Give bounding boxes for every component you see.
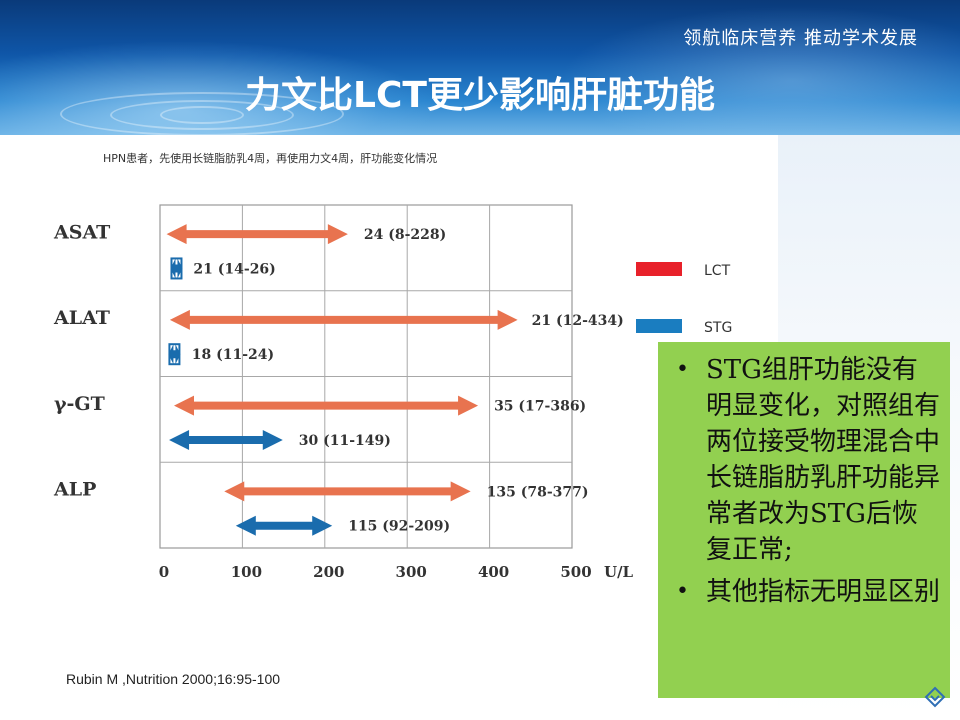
chart-legend: LCT STG [636,262,732,336]
lct-range-bar [224,481,471,502]
lct-range-bar [169,309,518,330]
category-label: ASAT [53,221,110,243]
page-title: 力文比LCT更少影响肝脏功能 [245,75,715,116]
chart-labels: 0 100 200 300 400 500 U/L ASAT ALAT γ-GT ALP 24 (8-… [53,221,634,581]
data-label: 115 (92-209) [348,519,450,535]
header-banner: 领航临床营养 推动学术发展 力文比LCT更少影响肝脏功能 [0,0,960,135]
data-label: 135 (78-377) [487,484,589,500]
legend-label: STG [704,320,732,336]
chart-subtitle: HPN患者，先使用长链脂肪乳4周，再使用力文4周，肝功能变化情况 [103,151,437,165]
x-tick-label: 100 [231,563,262,581]
x-tick-label: 200 [313,563,344,581]
legend-swatch [636,319,682,333]
note-box: • STG组肝功能没有明显变化，对照组有两位接受物理混合中长链脂肪乳肝功能异常者… [658,342,950,698]
category-label: ALP [53,479,96,501]
legend-swatch [636,262,682,276]
x-tick-label: 500 [560,563,591,581]
data-label: 21 (12-434) [532,313,624,329]
note-list: • STG组肝功能没有明显变化，对照组有两位接受物理混合中长链脂肪乳肝功能异常者… [672,352,940,610]
data-label: 30 (11-149) [299,433,391,449]
stg-range-bar [170,257,183,280]
x-tick-label: 400 [478,563,509,581]
chart-figure: HPN患者，先使用长链脂肪乳4周，再使用力文4周，肝功能变化情况 0 100 200… [0,135,778,720]
note-item: • STG组肝功能没有明显变化，对照组有两位接受物理混合中长链脂肪乳肝功能异常者… [672,352,940,568]
x-tick-label: 0 [159,563,169,581]
note-text: STG组肝功能没有明显变化，对照组有两位接受物理混合中长链脂肪乳肝功能异常者改为… [706,355,941,565]
header-slogan: 领航临床营养 推动学术发展 [683,28,918,49]
note-text: 其他指标无明显区别 [706,577,941,607]
stg-range-bar [235,515,333,536]
legend-label: LCT [704,263,731,279]
bullet-icon: • [676,579,689,604]
citation: Rubin M ,Nutrition 2000;16:95-100 [66,671,281,687]
chart-bars [166,224,518,536]
diamond-nav-icon[interactable] [924,686,946,708]
data-label: 18 (11-24) [192,347,274,363]
lct-range-bar [166,224,348,245]
data-label: 24 (8-228) [364,227,446,243]
x-unit-label: U/L [604,563,634,581]
x-tick-label: 300 [396,563,427,581]
range-chart: HPN患者，先使用长链脂肪乳4周，再使用力文4周，肝功能变化情况 0 100 200… [53,151,732,581]
world-map-decoration [540,0,960,135]
data-label: 21 (14-26) [193,261,275,277]
water-ripple [110,100,294,130]
stg-range-bar [169,429,283,450]
data-label: 35 (17-386) [494,399,586,415]
note-item: • 其他指标无明显区别 [672,574,940,610]
category-label: ALAT [53,307,110,329]
lct-range-bar [174,395,479,416]
water-ripple [160,106,244,124]
stg-range-bar [168,343,181,366]
water-ripple [60,92,344,135]
category-label: γ-GT [54,393,105,415]
bullet-icon: • [676,357,689,382]
